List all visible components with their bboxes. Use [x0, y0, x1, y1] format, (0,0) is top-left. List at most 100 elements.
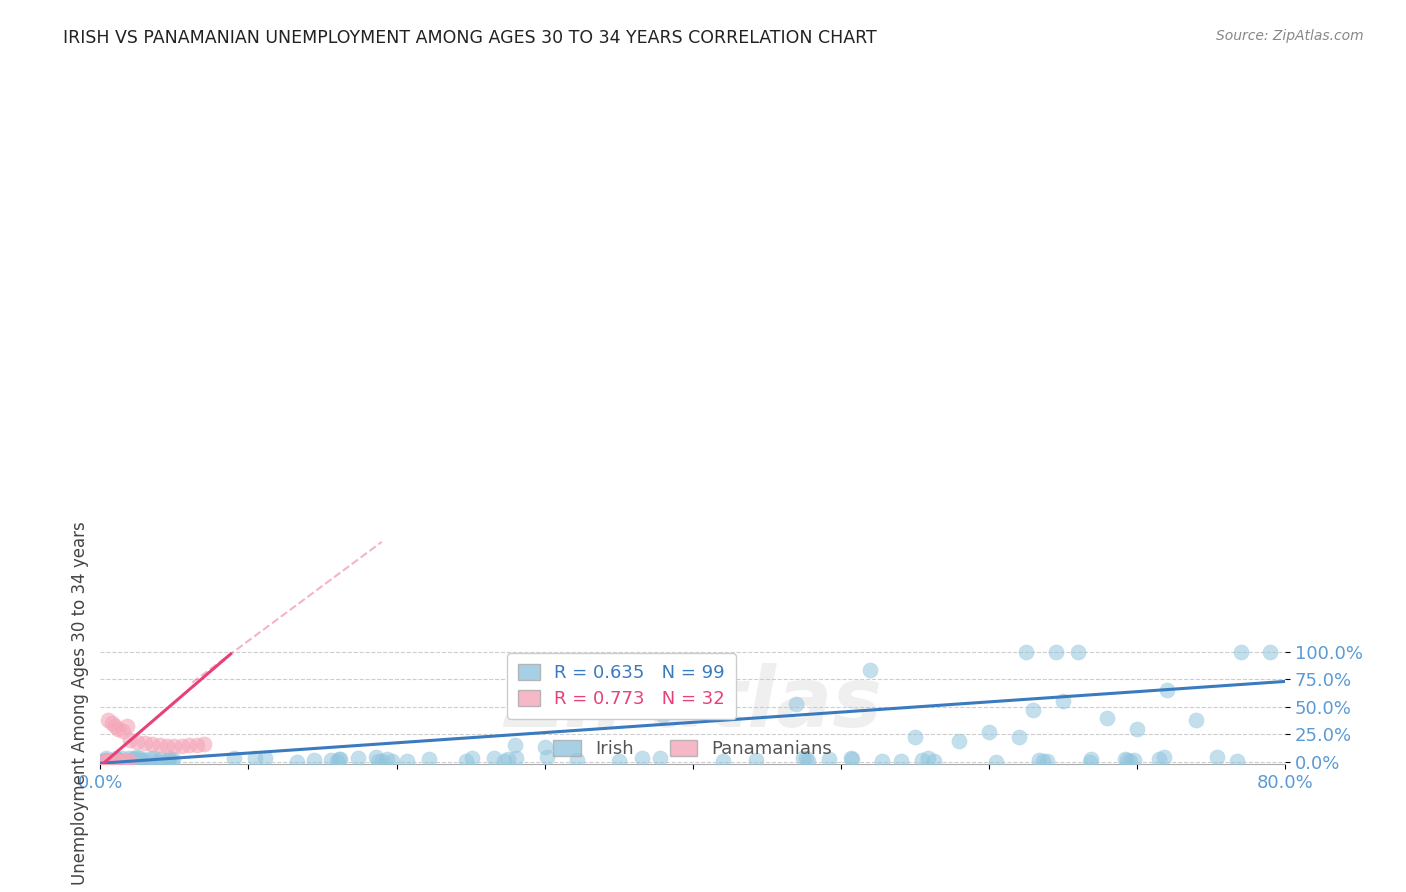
Point	[890, 755, 912, 769]
Y-axis label: Unemployment Among Ages 30 to 34 years: Unemployment Among Ages 30 to 34 years	[72, 522, 89, 885]
Point	[381, 754, 404, 768]
Point	[1205, 750, 1227, 764]
Point	[922, 755, 945, 769]
Point	[711, 754, 734, 768]
Point	[792, 751, 814, 765]
Point	[111, 754, 134, 768]
Point	[96, 754, 118, 768]
Point	[1097, 711, 1119, 725]
Point	[157, 751, 180, 765]
Point	[107, 754, 129, 768]
Point	[141, 737, 163, 751]
Legend: Irish, Panamanians: Irish, Panamanians	[544, 731, 841, 767]
Point	[302, 753, 325, 767]
Point	[134, 752, 156, 766]
Point	[859, 664, 882, 678]
Point	[115, 719, 138, 733]
Point	[179, 738, 201, 752]
Point	[1078, 755, 1101, 769]
Point	[104, 719, 127, 733]
Point	[460, 751, 482, 765]
Point	[1116, 753, 1139, 767]
Point	[127, 750, 149, 764]
Point	[418, 752, 440, 766]
Point	[1260, 645, 1282, 659]
Point	[326, 755, 349, 769]
Point	[1114, 751, 1136, 765]
Point	[118, 754, 141, 768]
Point	[631, 751, 654, 765]
Point	[111, 751, 134, 765]
Point	[103, 754, 125, 768]
Point	[139, 751, 162, 765]
Point	[536, 750, 558, 764]
Point	[107, 752, 129, 766]
Point	[254, 751, 277, 765]
Point	[1147, 752, 1170, 766]
Point	[482, 751, 505, 765]
Point	[1015, 645, 1038, 659]
Point	[107, 722, 129, 736]
Point	[149, 752, 172, 766]
Point	[367, 754, 389, 768]
Point	[100, 754, 122, 768]
Point	[1067, 645, 1090, 659]
Point	[285, 755, 308, 769]
Point	[94, 751, 117, 765]
Text: Source: ZipAtlas.com: Source: ZipAtlas.com	[1216, 29, 1364, 43]
Point	[492, 755, 515, 769]
Point	[142, 751, 165, 765]
Point	[321, 753, 343, 767]
Point	[984, 755, 1007, 769]
Point	[329, 752, 352, 766]
Point	[841, 752, 863, 766]
Point	[371, 754, 394, 768]
Point	[186, 738, 208, 752]
Point	[98, 754, 121, 768]
Point	[115, 754, 138, 768]
Point	[156, 739, 179, 754]
Point	[1080, 752, 1102, 766]
Point	[904, 731, 927, 745]
Point	[1007, 731, 1029, 745]
Point	[1123, 753, 1146, 767]
Point	[243, 751, 266, 765]
Point	[193, 737, 215, 751]
Point	[839, 751, 862, 765]
Point	[796, 751, 818, 765]
Point	[129, 751, 152, 765]
Point	[1045, 645, 1067, 659]
Point	[105, 751, 128, 765]
Point	[127, 735, 149, 749]
Point	[785, 698, 807, 712]
Text: ZIPatlas: ZIPatlas	[503, 663, 882, 744]
Point	[94, 754, 117, 768]
Point	[505, 751, 527, 765]
Point	[1156, 683, 1178, 698]
Point	[134, 736, 156, 750]
Point	[503, 738, 526, 752]
Text: IRISH VS PANAMANIAN UNEMPLOYMENT AMONG AGES 30 TO 34 YEARS CORRELATION CHART: IRISH VS PANAMANIAN UNEMPLOYMENT AMONG A…	[63, 29, 877, 46]
Point	[110, 753, 132, 767]
Point	[911, 753, 934, 767]
Point	[817, 752, 839, 766]
Point	[1119, 754, 1142, 768]
Point	[146, 754, 169, 768]
Point	[156, 755, 179, 769]
Point	[797, 754, 820, 768]
Point	[162, 752, 184, 766]
Point	[127, 755, 149, 769]
Point	[1185, 713, 1208, 727]
Point	[94, 753, 117, 767]
Point	[122, 751, 145, 765]
Point	[870, 754, 893, 768]
Point	[1126, 722, 1149, 736]
Point	[94, 753, 117, 767]
Point	[1226, 754, 1249, 768]
Point	[745, 753, 768, 767]
Point	[91, 754, 114, 768]
Point	[170, 739, 193, 754]
Point	[533, 740, 555, 755]
Point	[149, 738, 172, 752]
Point	[347, 751, 370, 765]
